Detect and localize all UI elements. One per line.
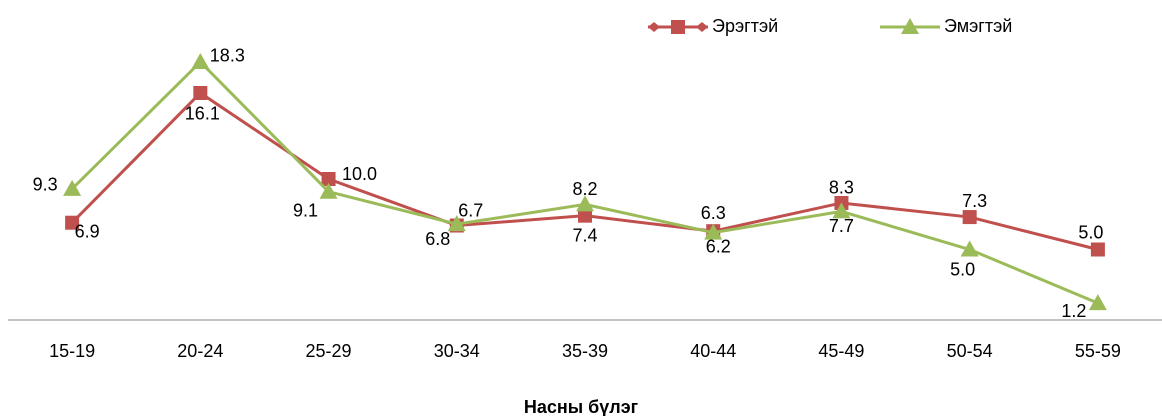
data-label: 6.8 — [425, 229, 450, 249]
data-point — [576, 195, 594, 212]
data-label: 6.7 — [458, 200, 483, 220]
data-label: 6.2 — [706, 236, 731, 256]
data-label: 7.4 — [572, 225, 597, 245]
data-label: 7.7 — [829, 216, 854, 236]
x-tick-label: 55-59 — [1075, 341, 1121, 361]
x-tick-label: 45-49 — [818, 341, 864, 361]
x-tick-label: 20-24 — [177, 341, 223, 361]
data-label: 9.1 — [293, 200, 318, 220]
data-point — [63, 179, 82, 196]
data-point — [193, 85, 208, 100]
legend-marker — [671, 20, 685, 34]
data-label: 8.2 — [572, 179, 597, 199]
data-label: 10.0 — [342, 164, 377, 184]
data-point — [962, 210, 977, 225]
data-label: 6.3 — [701, 203, 726, 223]
data-point — [578, 208, 592, 223]
x-tick-label: 25-29 — [306, 341, 352, 361]
data-label: 18.3 — [210, 46, 245, 66]
data-label: 6.9 — [75, 221, 100, 241]
x-tick-label: 35-39 — [562, 341, 608, 361]
x-tick-label: 40-44 — [690, 341, 736, 361]
legend-diamond — [648, 22, 708, 32]
data-label: 1.2 — [1061, 301, 1086, 321]
x-tick-label: 30-34 — [434, 341, 480, 361]
legend-marker — [901, 18, 919, 34]
legend-label: Эрэгтэй — [712, 16, 778, 36]
data-point — [1090, 242, 1105, 257]
data-point — [447, 215, 466, 232]
data-point — [704, 223, 723, 240]
data-point — [191, 52, 210, 69]
data-point — [319, 182, 338, 199]
legend-label: Эмэгтэй — [944, 16, 1012, 36]
data-point — [65, 215, 80, 230]
x-tick-label: 15-19 — [49, 341, 95, 361]
data-point — [832, 202, 851, 219]
data-point — [1088, 294, 1107, 311]
data-point — [321, 172, 336, 186]
data-label: 8.3 — [829, 178, 854, 198]
x-tick-label: 50-54 — [947, 341, 993, 361]
data-point — [960, 240, 979, 257]
data-label: 5.0 — [950, 259, 975, 279]
data-label: 16.1 — [185, 104, 220, 124]
data-label: 9.3 — [33, 175, 58, 195]
x-axis-title: Насны бүлэг — [524, 397, 639, 416]
data-label: 5.0 — [1078, 222, 1103, 242]
data-label: 7.3 — [962, 191, 987, 211]
